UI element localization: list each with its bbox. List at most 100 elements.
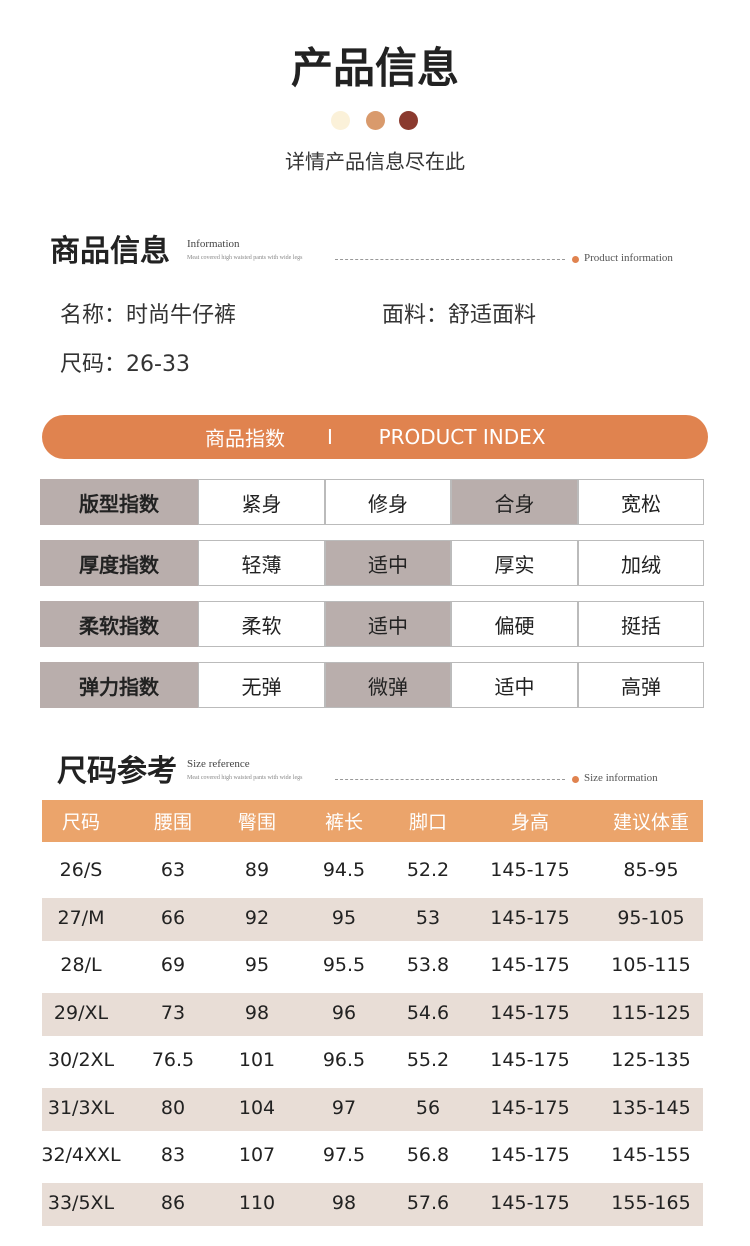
table-cell: 107 [238, 1144, 276, 1166]
table-cell: 83 [160, 1144, 186, 1166]
dot [331, 111, 350, 130]
table-cell: 98 [331, 1191, 357, 1214]
index-name: 弹力指数 [40, 662, 198, 708]
table-cell: 97 [331, 1096, 357, 1119]
dashed-line [335, 259, 565, 260]
table-cell: 56.8 [406, 1144, 450, 1166]
table-cell: 97.5 [322, 1144, 366, 1166]
table-cell: 52.2 [406, 859, 450, 881]
table-header: 裤长 [324, 811, 364, 834]
table-cell: 30/2XL [47, 1049, 115, 1071]
table-cell: 31/3XL [47, 1096, 115, 1119]
table-cell: 135-145 [611, 1096, 691, 1119]
table-cell: 86 [160, 1191, 186, 1214]
table-cell: 57.6 [406, 1191, 450, 1214]
index-option: 无弹 [198, 662, 325, 708]
table-cell: 85-95 [623, 859, 679, 881]
table-cell: 145-175 [490, 1049, 570, 1071]
field: 面料：舒适面料 [382, 297, 536, 329]
index-option: 紧身 [198, 479, 325, 525]
banner [42, 415, 708, 459]
table-cell: 145-175 [490, 859, 570, 881]
table-cell: 94.5 [322, 859, 366, 881]
index-name: 版型指数 [40, 479, 198, 525]
index-option: 高弹 [578, 662, 704, 708]
row-band [42, 992, 703, 1036]
field-label: 面料： [382, 303, 449, 328]
field: 名称：时尚牛仔裤 [60, 297, 236, 329]
table-cell: 110 [238, 1191, 276, 1214]
tagline: Meat covered high waisted pants with wid… [187, 775, 303, 781]
row-band [42, 897, 703, 941]
table-cell: 66 [160, 906, 186, 929]
row-band [42, 1182, 703, 1226]
field-label: 尺码： [60, 352, 127, 377]
table-cell: 28/L [60, 954, 102, 976]
table-cell: 95-105 [617, 906, 685, 929]
index-option: 修身 [325, 479, 451, 525]
index-option-selected: 微弹 [325, 662, 451, 708]
page-title: 产品信息 [290, 43, 460, 93]
table-cell: 145-175 [490, 1096, 570, 1119]
table-cell: 105-115 [611, 954, 691, 976]
table-cell: 125-135 [611, 1049, 691, 1071]
table-cell: 101 [238, 1049, 276, 1071]
index-option: 挺括 [578, 601, 704, 647]
table-cell: 56 [415, 1096, 441, 1119]
table-cell: 95 [331, 906, 357, 929]
table-cell: 55.2 [406, 1049, 450, 1071]
table-cell: 92 [244, 906, 270, 929]
table-cell: 76.5 [151, 1049, 195, 1071]
index-option: 厚实 [451, 540, 578, 586]
heading-en: Size reference [187, 758, 250, 770]
table-cell: 53.8 [406, 954, 450, 976]
table-cell: 95.5 [322, 954, 366, 976]
table-cell: 63 [160, 859, 186, 881]
table-cell: 104 [238, 1096, 276, 1119]
table-cell: 89 [244, 859, 270, 881]
side-label: Size information [584, 772, 658, 784]
row-band [42, 1087, 703, 1131]
field-label: 名称： [60, 303, 127, 328]
table-cell: 145-175 [490, 954, 570, 976]
subtitle: 详情产品信息尽在此 [285, 149, 465, 174]
index-option: 轻薄 [198, 540, 325, 586]
side-label: Product information [584, 252, 673, 264]
table-cell: 26/S [59, 859, 103, 881]
table-cell: 96.5 [322, 1049, 366, 1071]
table-cell: 32/4XXL [41, 1144, 121, 1166]
table-cell: 29/XL [53, 1001, 109, 1024]
table-cell: 155-165 [611, 1191, 691, 1214]
table-cell: 95 [244, 954, 270, 976]
index-option: 偏硬 [451, 601, 578, 647]
table-cell: 33/5XL [47, 1191, 115, 1214]
banner-sep: I [327, 425, 333, 449]
table-header: 建议体重 [612, 811, 690, 834]
field-value: 舒适面料 [448, 303, 537, 328]
table-cell: 54.6 [406, 1001, 450, 1024]
index-name: 柔软指数 [40, 601, 198, 647]
table-cell: 145-175 [490, 1001, 570, 1024]
table-header-bg [42, 800, 703, 842]
table-cell: 73 [160, 1001, 186, 1024]
index-option-selected: 合身 [451, 479, 578, 525]
table-header: 臀围 [237, 811, 277, 834]
table-cell: 145-175 [490, 1191, 570, 1214]
table-cell: 115-125 [611, 1001, 691, 1024]
dashed-line [335, 779, 565, 780]
heading-en: Information [187, 238, 240, 250]
index-name: 厚度指数 [40, 540, 198, 586]
table-cell: 80 [160, 1096, 186, 1119]
index-option: 宽松 [578, 479, 704, 525]
table-cell: 96 [331, 1001, 357, 1024]
dot [399, 111, 418, 130]
index-option-selected: 适中 [325, 601, 451, 647]
field: 尺码：26-33 [60, 346, 190, 378]
table-header: 腰围 [153, 811, 193, 834]
banner-cn: 商品指数 [205, 426, 285, 451]
dot [572, 256, 579, 263]
tagline: Meat covered high waisted pants with wid… [187, 255, 303, 261]
table-cell: 69 [160, 954, 186, 976]
dot [366, 111, 385, 130]
table-cell: 145-175 [490, 1144, 570, 1166]
